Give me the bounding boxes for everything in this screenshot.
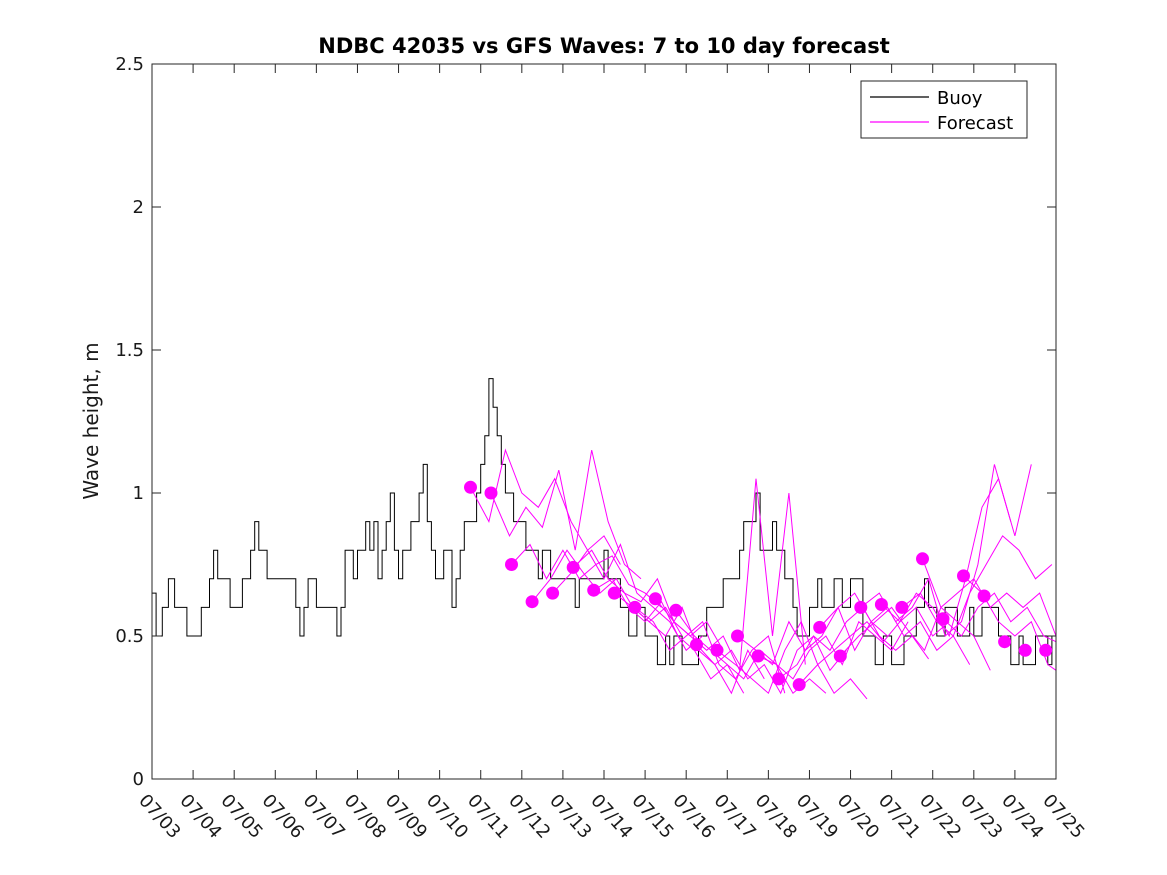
forecast-point	[669, 603, 683, 617]
forecast-point	[607, 586, 621, 600]
forecast-point	[792, 678, 806, 692]
forecast-line	[778, 606, 930, 680]
forecast-point	[772, 672, 786, 686]
y-axis-label: Wave height, m	[79, 342, 103, 499]
legend: Buoy Forecast	[860, 80, 1028, 139]
forecast-line	[511, 543, 662, 608]
forecast-point	[505, 558, 518, 571]
forecast-line	[860, 464, 1012, 637]
forecast-point	[936, 612, 950, 626]
forecast-point	[874, 598, 888, 611]
forecast-point	[813, 620, 827, 634]
legend-box	[860, 80, 1028, 139]
forecast-point	[916, 552, 929, 566]
forecast-point	[710, 643, 724, 657]
forecast-point	[648, 592, 662, 606]
forecast-point	[484, 486, 498, 500]
forecast-line	[901, 535, 1053, 637]
forecast-point	[854, 600, 868, 614]
forecast-point	[977, 589, 991, 603]
forecast-point	[957, 569, 970, 583]
forecast-line	[531, 549, 683, 637]
y-tick-label: 2.5	[115, 54, 144, 75]
y-tick-label: 0.5	[115, 626, 144, 647]
forecast-point	[690, 638, 703, 652]
forecast-point	[525, 595, 539, 609]
y-tick-label: 1.5	[115, 340, 144, 361]
forecast-line	[798, 606, 950, 685]
legend-buoy-label: Buoy	[937, 88, 983, 109]
forecast-point	[566, 560, 580, 574]
forecast-line	[942, 592, 1057, 643]
forecast-point	[731, 629, 744, 643]
legend-forecast-label: Forecast	[937, 113, 1013, 134]
forecast-point	[546, 586, 560, 600]
forecast-point	[587, 583, 601, 597]
forecast-line	[716, 620, 868, 700]
chart-title: NDBC 42035 vs GFS Waves: 7 to 10 day for…	[318, 34, 889, 58]
forecast-point	[628, 600, 642, 614]
forecast-point	[1018, 643, 1032, 657]
forecast-point	[1039, 643, 1053, 657]
forecast-line	[655, 478, 806, 673]
y-tick-label: 1	[133, 483, 144, 504]
y-tick-label: 2	[133, 197, 144, 218]
y-tick-label: 0	[133, 769, 144, 790]
forecast-point	[464, 480, 477, 494]
plot-area	[152, 378, 1057, 700]
forecast-line	[572, 549, 724, 651]
forecast-line	[470, 448, 621, 565]
forecast-line	[634, 607, 786, 694]
forecast-point	[895, 600, 909, 614]
forecast-point	[833, 649, 847, 663]
forecast-line	[490, 449, 642, 580]
forecast-point	[998, 635, 1012, 649]
forecast-point	[751, 649, 765, 663]
